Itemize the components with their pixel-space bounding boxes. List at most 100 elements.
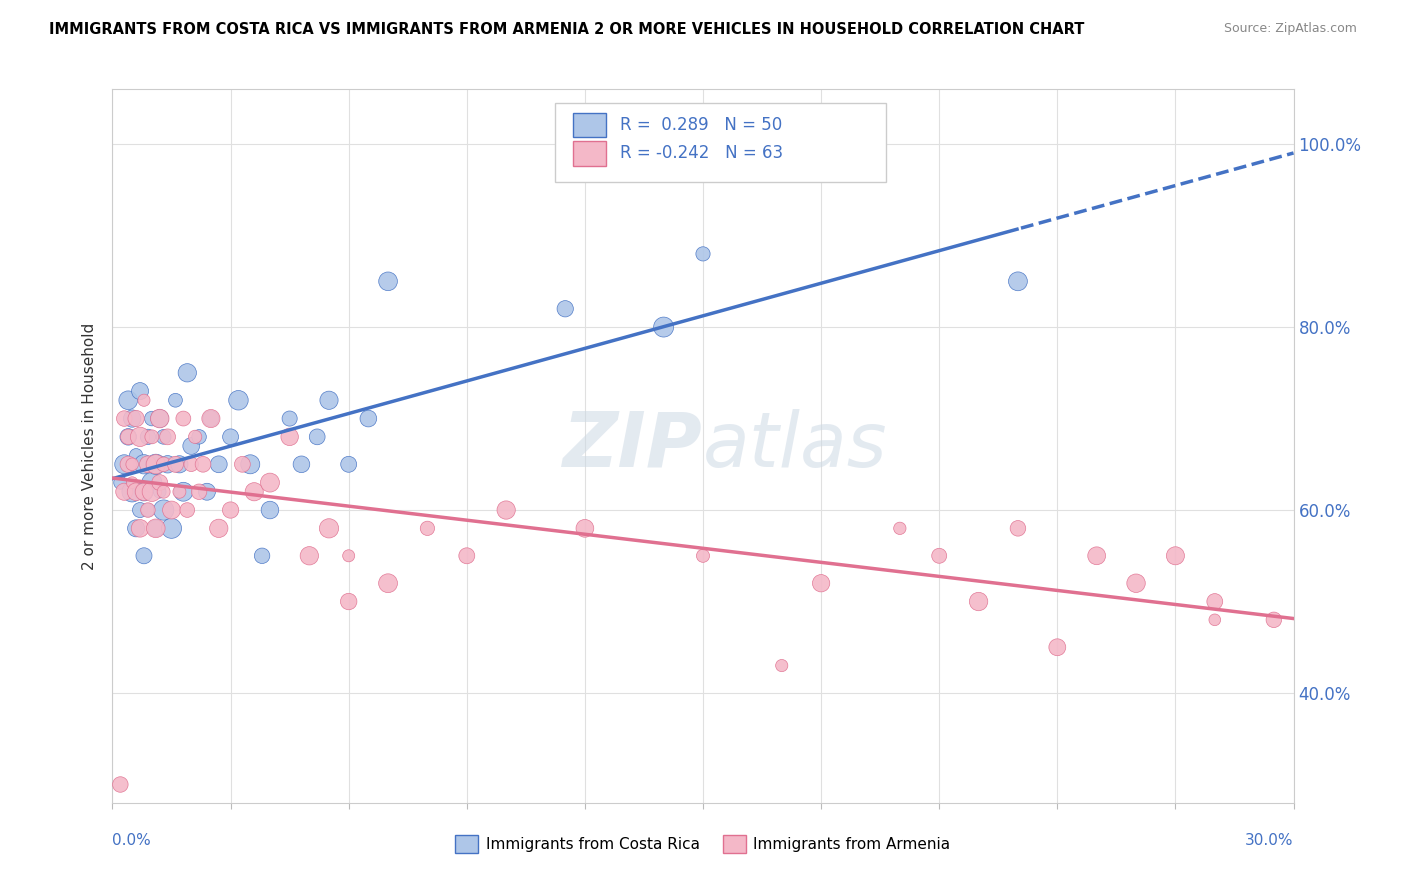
- Point: [188, 430, 211, 444]
- Point: [176, 366, 198, 380]
- Point: [180, 458, 202, 472]
- Point: [112, 411, 135, 425]
- Point: [574, 521, 596, 535]
- Point: [228, 393, 250, 408]
- Point: [112, 484, 135, 499]
- Point: [200, 411, 222, 425]
- Point: [1164, 549, 1187, 563]
- Point: [208, 521, 231, 535]
- Point: [810, 576, 832, 591]
- Point: [1204, 613, 1226, 627]
- Point: [132, 549, 155, 563]
- Point: [117, 458, 139, 472]
- Text: R =  0.289   N = 50: R = 0.289 N = 50: [620, 116, 783, 134]
- Point: [176, 503, 198, 517]
- Point: [1085, 549, 1108, 563]
- Point: [132, 393, 155, 408]
- Point: [1125, 576, 1147, 591]
- Point: [318, 393, 340, 408]
- Point: [377, 576, 399, 591]
- Point: [149, 411, 172, 425]
- Point: [1204, 594, 1226, 608]
- Point: [1046, 640, 1069, 655]
- Point: [132, 484, 155, 499]
- Point: [129, 521, 152, 535]
- Point: [231, 458, 253, 472]
- Point: [278, 430, 301, 444]
- Point: [129, 430, 152, 444]
- Point: [156, 458, 179, 472]
- Point: [172, 411, 194, 425]
- Point: [145, 521, 167, 535]
- FancyBboxPatch shape: [574, 112, 606, 137]
- Point: [145, 458, 167, 472]
- Point: [156, 430, 179, 444]
- Point: [967, 594, 990, 608]
- Point: [121, 475, 143, 490]
- Point: [290, 458, 312, 472]
- Legend: Immigrants from Costa Rica, Immigrants from Armenia: Immigrants from Costa Rica, Immigrants f…: [450, 829, 956, 859]
- Point: [110, 475, 132, 490]
- Point: [132, 458, 155, 472]
- Point: [141, 430, 163, 444]
- Point: [152, 458, 174, 472]
- Text: ZIP: ZIP: [564, 409, 703, 483]
- Point: [495, 503, 517, 517]
- Point: [456, 549, 478, 563]
- Point: [121, 458, 143, 472]
- Point: [149, 484, 172, 499]
- Text: 30.0%: 30.0%: [1246, 833, 1294, 848]
- FancyBboxPatch shape: [555, 103, 886, 182]
- Y-axis label: 2 or more Vehicles in Household: 2 or more Vehicles in Household: [82, 322, 97, 570]
- Point: [219, 430, 242, 444]
- Point: [152, 430, 174, 444]
- Point: [152, 503, 174, 517]
- Text: atlas: atlas: [703, 409, 887, 483]
- Point: [188, 484, 211, 499]
- Point: [136, 458, 159, 472]
- Point: [125, 448, 148, 462]
- Point: [112, 458, 135, 472]
- Point: [195, 484, 218, 499]
- Point: [554, 301, 576, 316]
- Point: [1007, 521, 1029, 535]
- Point: [219, 503, 242, 517]
- Point: [132, 484, 155, 499]
- Point: [250, 549, 273, 563]
- Point: [928, 549, 950, 563]
- Point: [239, 458, 262, 472]
- Point: [117, 430, 139, 444]
- Point: [770, 658, 793, 673]
- Point: [117, 430, 139, 444]
- Text: R = -0.242   N = 63: R = -0.242 N = 63: [620, 145, 783, 162]
- Point: [117, 393, 139, 408]
- Point: [141, 484, 163, 499]
- Point: [165, 393, 187, 408]
- Point: [145, 458, 167, 472]
- Text: Source: ZipAtlas.com: Source: ZipAtlas.com: [1223, 22, 1357, 36]
- Point: [889, 521, 911, 535]
- Point: [149, 411, 172, 425]
- Text: IMMIGRANTS FROM COSTA RICA VS IMMIGRANTS FROM ARMENIA 2 OR MORE VEHICLES IN HOUS: IMMIGRANTS FROM COSTA RICA VS IMMIGRANTS…: [49, 22, 1084, 37]
- Point: [160, 521, 183, 535]
- Point: [652, 320, 675, 334]
- Point: [184, 430, 207, 444]
- Point: [172, 484, 194, 499]
- Point: [121, 484, 143, 499]
- Point: [125, 411, 148, 425]
- Point: [129, 503, 152, 517]
- Point: [160, 503, 183, 517]
- Point: [180, 439, 202, 453]
- Point: [141, 411, 163, 425]
- Point: [169, 458, 191, 472]
- Point: [169, 484, 191, 499]
- Point: [149, 475, 172, 490]
- Text: 0.0%: 0.0%: [112, 833, 152, 848]
- Point: [692, 549, 714, 563]
- FancyBboxPatch shape: [574, 141, 606, 166]
- Point: [307, 430, 329, 444]
- Point: [377, 274, 399, 288]
- Point: [129, 384, 152, 398]
- Point: [141, 475, 163, 490]
- Point: [318, 521, 340, 535]
